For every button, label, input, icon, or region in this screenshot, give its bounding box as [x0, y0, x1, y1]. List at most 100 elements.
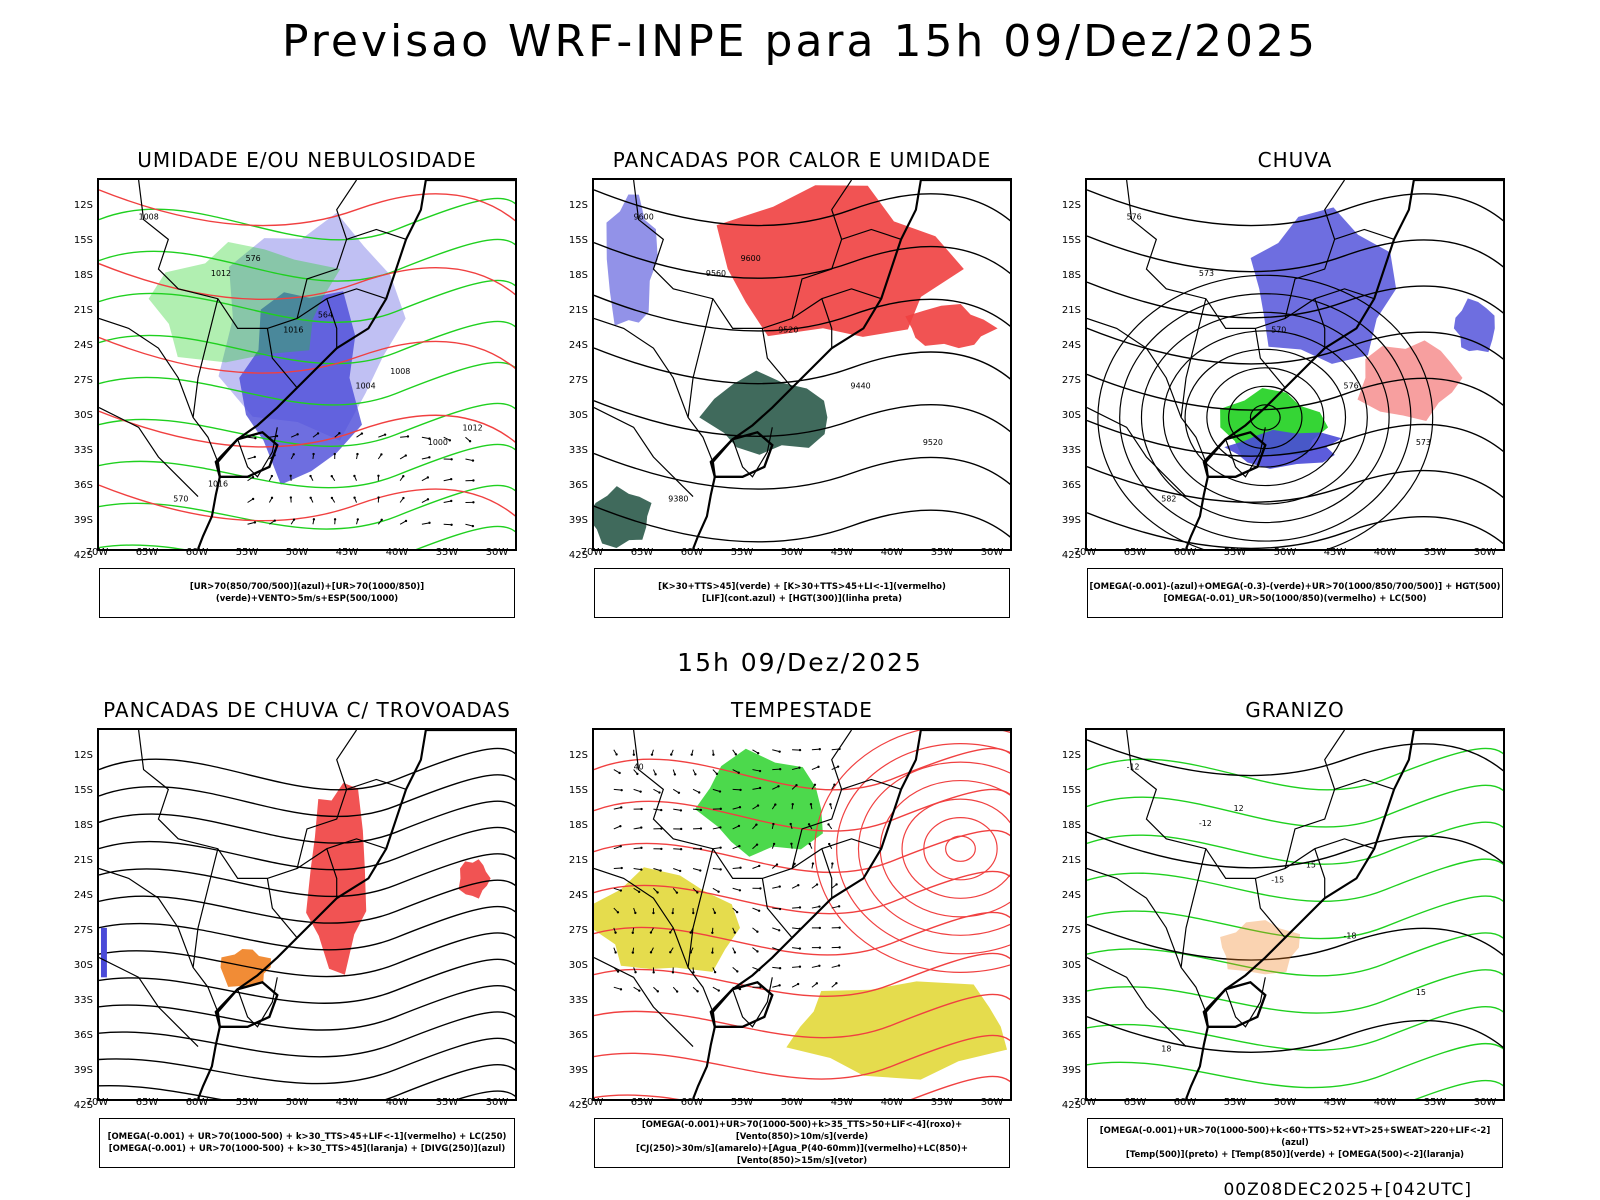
- wind-arrow-head: [833, 783, 836, 786]
- wind-arrow-head: [734, 753, 738, 756]
- wind-arrow: [732, 788, 741, 791]
- state-border: [831, 180, 853, 240]
- wind-arrow-head: [450, 458, 453, 461]
- contour-line: [879, 780, 1010, 918]
- lat-tick-label: 15S: [73, 235, 93, 246]
- wind-arrow: [633, 827, 642, 830]
- wind-arrow: [613, 887, 622, 892]
- state-border: [1284, 228, 1395, 319]
- contour-label: 18: [1161, 1045, 1171, 1054]
- state-border: [761, 328, 793, 389]
- wind-arrow-head: [755, 843, 759, 846]
- coastline-borders: [1087, 180, 1503, 549]
- wind-arrow-head: [652, 911, 655, 915]
- wind-arrow-head: [660, 847, 663, 851]
- lat-tick-label: 27S: [568, 375, 588, 386]
- wind-arrow-head: [309, 474, 312, 478]
- lat-tick-label: 36S: [568, 1030, 588, 1041]
- wind-arrow-head: [737, 824, 741, 828]
- lat-tick-label: 30S: [1061, 410, 1081, 421]
- wind-arrow-head: [377, 474, 380, 477]
- lat-tick-label: 15S: [568, 785, 588, 796]
- lat-tick-label: 33S: [1061, 995, 1081, 1006]
- wind-arrow: [831, 905, 840, 909]
- wind-arrow-head: [711, 931, 714, 934]
- wind-arrow-head: [738, 844, 741, 848]
- wind-arrow-head: [756, 950, 759, 953]
- contour-line: [99, 238, 515, 282]
- wind-arrow-head: [818, 905, 821, 908]
- lon-tick-label: 35W: [435, 547, 459, 558]
- wind-arrow: [732, 867, 741, 869]
- run-info-footer: 00Z08DEC2025+[042UTC]: [1223, 1180, 1472, 1200]
- state-border: [266, 328, 298, 389]
- contour-line: [99, 402, 515, 448]
- wind-arrow-head: [428, 437, 431, 440]
- state-border: [1254, 878, 1286, 939]
- contour-label: 1016: [283, 325, 303, 334]
- wind-arrow-head: [698, 791, 701, 794]
- lon-tick-label: 70W: [580, 547, 604, 558]
- wind-arrow-head: [634, 911, 637, 915]
- lat-tick-label: 39S: [568, 1065, 588, 1076]
- lon-tick-label: 60W: [680, 547, 704, 558]
- wind-arrow-head: [690, 753, 693, 756]
- contour-label: 564: [318, 311, 333, 320]
- contour-label: 573: [1416, 438, 1431, 447]
- wind-arrow-head: [333, 518, 337, 521]
- lat-tick-label: 18S: [73, 270, 93, 281]
- state-border: [831, 730, 853, 790]
- state-border: [761, 878, 793, 939]
- lat-tick-label: 27S: [73, 375, 93, 386]
- thunderstorm-orange-area: [220, 949, 271, 987]
- wind-arrow: [443, 478, 452, 482]
- uruguay-border: [1202, 430, 1267, 478]
- lat-tick-label: 39S: [73, 515, 93, 526]
- lon-tick-label: 55W: [1223, 1097, 1247, 1108]
- wind-arrow-head: [827, 823, 830, 826]
- lat-tick-label: 12S: [568, 750, 588, 761]
- contour-line: [1087, 235, 1503, 273]
- omega500-orange: [1220, 920, 1301, 975]
- contour-line: [594, 400, 1010, 438]
- wind-arrow-head: [809, 803, 813, 806]
- wind-arrow-head: [338, 432, 341, 435]
- wind-arrow: [792, 927, 800, 930]
- lif-blue: [606, 194, 658, 326]
- wind-arrow-head: [316, 432, 320, 435]
- wind-arrow: [378, 434, 386, 438]
- lon-tick-label: 50W: [285, 1097, 309, 1108]
- lon-tick-label: 65W: [630, 1097, 654, 1108]
- contour-line: [594, 993, 1010, 1039]
- wind-arrow-head: [649, 951, 653, 954]
- wind-arrow-head: [273, 519, 276, 522]
- wind-arrow-head: [615, 753, 618, 756]
- omega-blue-area: [1250, 207, 1397, 364]
- instability-red-east: [905, 304, 998, 349]
- wind-arrow-head: [813, 783, 817, 786]
- wind-arrow: [613, 806, 622, 810]
- wind-arrow: [421, 456, 430, 460]
- contour-label: 570: [1271, 325, 1286, 334]
- temp850-green: [1087, 747, 1503, 1099]
- wind-arrow-head: [815, 883, 819, 886]
- lat-tick-label: 42S: [568, 550, 588, 561]
- lat-tick-label: 33S: [1061, 445, 1081, 456]
- lon-tick-label: 70W: [1073, 547, 1097, 558]
- wind-arrow: [811, 906, 820, 909]
- lat-tick-label: 24S: [568, 890, 588, 901]
- wind-arrow-head: [798, 906, 802, 909]
- lat-tick-label: 36S: [73, 1030, 93, 1041]
- wind-arrow-head: [677, 791, 681, 794]
- wind-arrow-head: [798, 947, 802, 950]
- wind-arrow-head: [312, 452, 315, 456]
- lon-tick-label: 35W: [435, 1097, 459, 1108]
- lat-tick-label: 18S: [73, 820, 93, 831]
- wind-arrow-head: [620, 806, 623, 809]
- wind-arrow-head: [737, 771, 740, 774]
- wind-arrow-head: [253, 455, 256, 459]
- wind-arrow-head: [739, 788, 742, 792]
- legend-line: [OMEGA(-0.001)+UR>70(1000-500)+k>35_TTS>…: [641, 1120, 963, 1142]
- lat-tick-label: 27S: [1061, 925, 1081, 936]
- streamlines: [99, 747, 515, 1099]
